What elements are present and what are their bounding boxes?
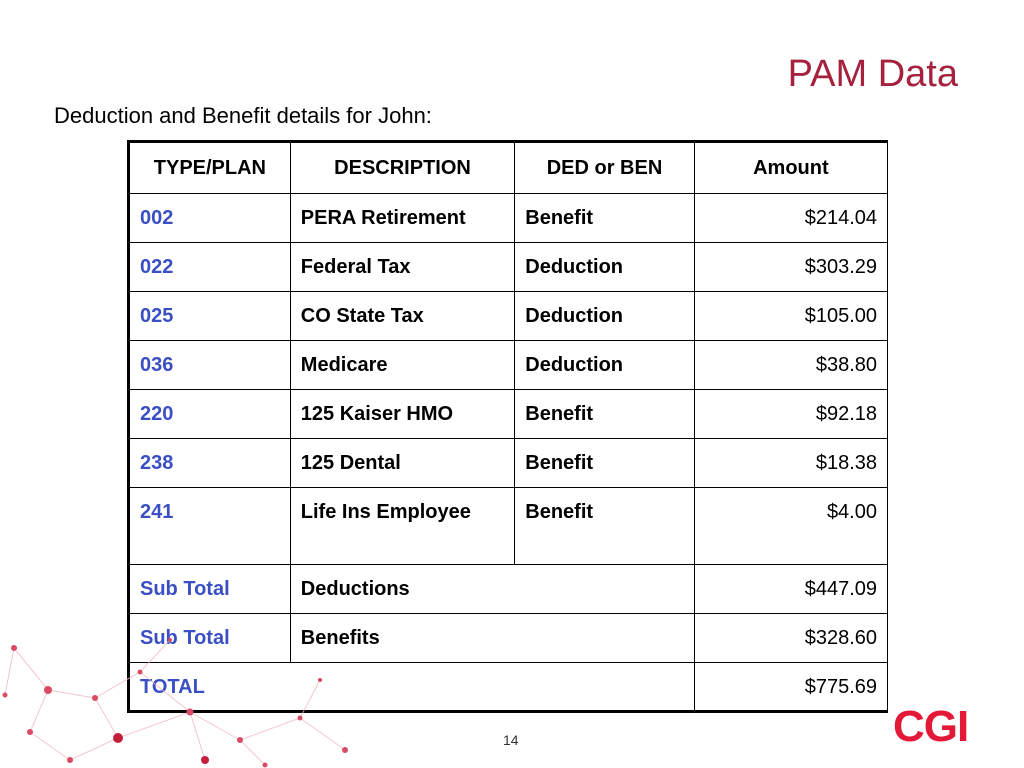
row-code: 036 (128, 340, 291, 390)
total-row: TOTAL $775.69 (128, 662, 889, 712)
table-row: 220 125 Kaiser HMO Benefit $92.18 (128, 389, 889, 439)
table-row: 241 Life Ins Employee Benefit $4.00 (128, 487, 889, 565)
row-description: 125 Dental (289, 438, 516, 488)
subtotal-row-benefits: Sub Total Benefits $328.60 (128, 613, 889, 663)
network-decoration (2, 638, 348, 768)
subtotal-description: Deductions (289, 564, 695, 614)
row-description: 125 Kaiser HMO (289, 389, 516, 439)
subtotal-amount: $328.60 (693, 613, 889, 663)
page-subtitle: Deduction and Benefit details for John: (54, 103, 432, 128)
subtotal-amount: $447.09 (693, 564, 889, 614)
row-code: 025 (128, 291, 291, 341)
subtotal-row-deductions: Sub Total Deductions $447.09 (128, 564, 889, 614)
row-type: Deduction (514, 242, 695, 292)
table-header-row: TYPE/PLAN DESCRIPTION DED or BEN Amount (128, 141, 889, 194)
row-type: Benefit (514, 193, 695, 243)
row-amount: $303.29 (693, 242, 889, 292)
row-amount: $105.00 (693, 291, 889, 341)
row-type: Benefit (514, 389, 695, 439)
header-description: DESCRIPTION (289, 141, 516, 194)
row-amount: $38.80 (693, 340, 889, 390)
row-type: Deduction (514, 291, 695, 341)
row-code: 022 (128, 242, 291, 292)
page-title: PAM Data (787, 53, 958, 95)
row-description: Medicare (289, 340, 516, 390)
header-ded-or-ben: DED or BEN (514, 141, 695, 194)
table-row: 238 125 Dental Benefit $18.38 (128, 438, 889, 488)
total-amount: $775.69 (693, 662, 889, 712)
subtotal-label: Sub Total (128, 564, 291, 614)
table-row: 022 Federal Tax Deduction $303.29 (128, 242, 889, 292)
row-description: Life Ins Employee (289, 487, 516, 565)
row-amount: $18.38 (693, 438, 889, 488)
table-row: 036 Medicare Deduction $38.80 (128, 340, 889, 390)
pam-data-table: TYPE/PLAN DESCRIPTION DED or BEN Amount … (127, 140, 889, 713)
page-number: 14 (503, 732, 519, 748)
row-code: 238 (128, 438, 291, 488)
subtotal-label: Sub Total (128, 613, 291, 663)
row-code: 002 (128, 193, 291, 243)
row-amount: $214.04 (693, 193, 889, 243)
row-type: Deduction (514, 340, 695, 390)
subtotal-description: Benefits (289, 613, 695, 663)
row-type: Benefit (514, 438, 695, 488)
row-description: PERA Retirement (289, 193, 516, 243)
total-label: TOTAL (128, 662, 695, 712)
row-amount: $4.00 (693, 487, 889, 565)
row-description: Federal Tax (289, 242, 516, 292)
row-type: Benefit (514, 487, 695, 565)
table-row: 002 PERA Retirement Benefit $214.04 (128, 193, 889, 243)
header-type-plan: TYPE/PLAN (128, 141, 291, 194)
row-description: CO State Tax (289, 291, 516, 341)
row-code: 220 (128, 389, 291, 439)
row-code: 241 (128, 487, 291, 565)
cgi-logo: CGI (893, 702, 969, 751)
header-amount: Amount (693, 141, 889, 194)
row-amount: $92.18 (693, 389, 889, 439)
table-row: 025 CO State Tax Deduction $105.00 (128, 291, 889, 341)
